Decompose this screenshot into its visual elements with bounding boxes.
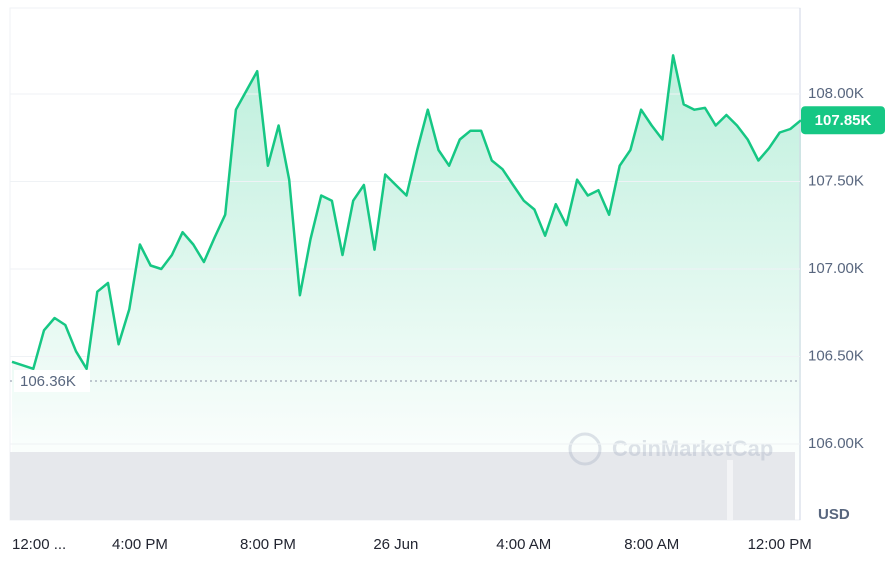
x-tick-label: 26 Jun [373,536,418,553]
y-tick-label: 106.00K [808,435,864,452]
current-price-tag [801,106,885,135]
x-tick-label: 4:00 PM [112,536,168,553]
x-tick-label: 12:00 PM [748,536,812,553]
x-tick-label: 8:00 AM [624,536,679,553]
current-price-label: 107.85K [815,112,872,129]
watermark: CoinMarketCap [568,432,773,466]
price-line [11,54,802,371]
x-tick-label: 8:00 PM [240,536,296,553]
watermark-logo [568,432,602,466]
y-tick-label: 106.50K [808,347,864,364]
volume-gap [727,460,733,520]
axis-unit: USD [818,506,850,523]
y-tick-label: 107.50K [808,172,864,189]
volume-band [10,452,795,520]
x-tick-label: 4:00 AM [496,536,551,553]
y-tick-label: 108.00K [808,85,864,102]
reference-label: 106.36K [20,373,76,390]
watermark-text: CoinMarketCap [612,436,773,461]
price-area [12,55,801,521]
x-tick-label: 12:00 ... [12,536,66,553]
y-tick-label: 107.00K [808,260,864,277]
reference-label-bg [14,370,90,393]
